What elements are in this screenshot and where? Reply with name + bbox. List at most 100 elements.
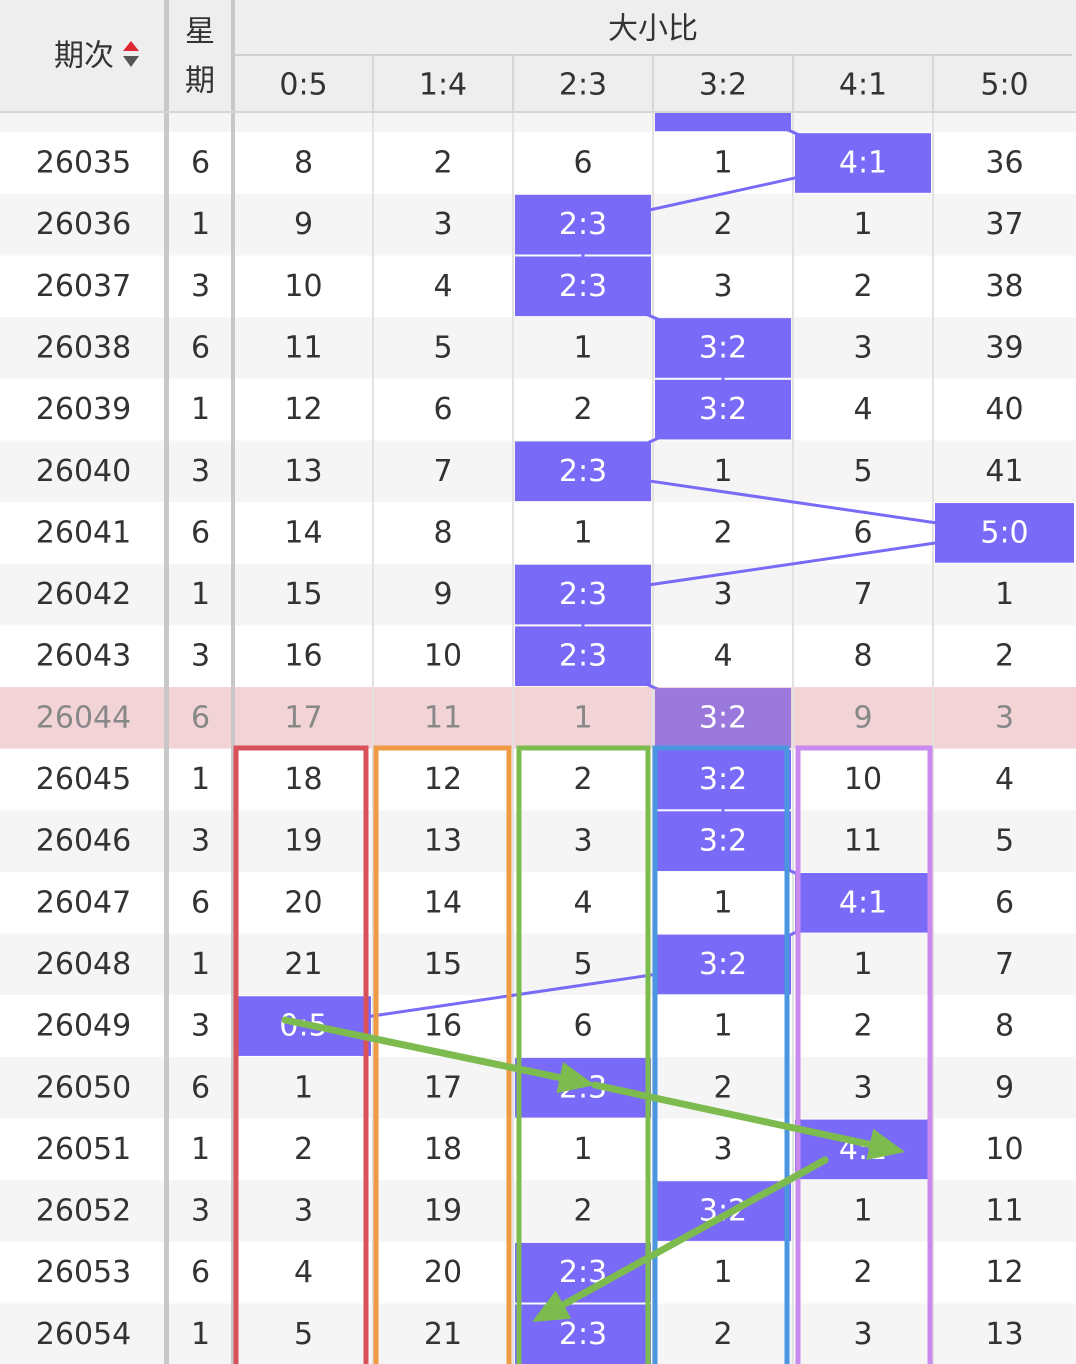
hit-cell: [795, 1119, 931, 1180]
arrow-shaft: [591, 1081, 874, 1148]
header-weekday: 期: [185, 64, 215, 99]
issue-number: 26041: [36, 515, 131, 550]
cell-value: 1: [713, 1009, 732, 1044]
hit-cell: [515, 194, 651, 255]
cell-value: 5: [433, 330, 452, 365]
hit-cell: [515, 256, 651, 317]
cell-value: 6: [573, 146, 592, 181]
cell-value: 8: [995, 1009, 1014, 1044]
cell-value: 3: [294, 1194, 313, 1229]
col-sep-thick: [164, 0, 169, 1364]
cell-value: 2: [573, 392, 592, 427]
cell-value: 1: [713, 1255, 732, 1290]
cell-value: 37: [985, 207, 1023, 242]
weekday: 1: [191, 947, 210, 982]
issue-number: 26037: [36, 269, 131, 304]
cell-value: 5: [995, 824, 1014, 859]
cell-value: 2:3: [559, 454, 607, 489]
cell-value: 4: [713, 639, 732, 674]
cell-value: 9: [433, 577, 452, 612]
row-bg: [0, 317, 1076, 379]
hit-cell: [655, 749, 791, 810]
issue-number: 26042: [36, 577, 131, 612]
issue-number: 26050: [36, 1070, 131, 1105]
cell-value: 3: [573, 824, 592, 859]
issue-number: 26049: [36, 1009, 131, 1044]
cell-value: 1: [713, 885, 732, 920]
cell-value: 1: [573, 700, 592, 735]
cell-value: 15: [284, 577, 322, 612]
cell-value: 12: [284, 392, 322, 427]
weekday: 6: [191, 146, 210, 181]
cell-value: 3: [713, 1132, 732, 1167]
weekday: 1: [191, 392, 210, 427]
hit-cell: [515, 1057, 651, 1118]
cell-value: 20: [284, 885, 322, 920]
column-frame: [233, 745, 369, 1364]
cell-value: 13: [985, 1317, 1023, 1352]
cell-value: 17: [284, 700, 322, 735]
cell-value: 41: [985, 454, 1023, 489]
cell-value: 1: [294, 1070, 313, 1105]
weekday: 1: [191, 762, 210, 797]
row-bg: [0, 810, 1076, 872]
header-column: 0:5: [279, 68, 327, 103]
cell-value: 3: [713, 577, 732, 612]
row-bg: [0, 1180, 1076, 1242]
cell-value: 16: [424, 1009, 462, 1044]
issue-number: 26040: [36, 454, 131, 489]
hit-cell: [655, 934, 791, 995]
cell-value: 19: [284, 824, 322, 859]
cell-value: 20: [424, 1255, 462, 1290]
issue-number: 26036: [36, 207, 131, 242]
issue-number: 26047: [36, 885, 131, 920]
cell-value: 3: [853, 1070, 872, 1105]
weekday: 1: [191, 577, 210, 612]
issue-number: 26038: [36, 330, 131, 365]
column-frame: [652, 745, 790, 1364]
cell-value: 2: [294, 1132, 313, 1167]
cell-value: 1: [713, 454, 732, 489]
cell-value: 16: [284, 639, 322, 674]
cell-value: 4: [294, 1255, 313, 1290]
cell-value: 2: [713, 515, 732, 550]
weekday: 6: [191, 1255, 210, 1290]
cell-value: 18: [284, 762, 322, 797]
header-column: 3:2: [699, 68, 747, 103]
hit-cell: [515, 564, 651, 625]
arrow-shaft: [281, 1016, 564, 1082]
weekday: 6: [191, 700, 210, 735]
hit-cell: [515, 1304, 651, 1364]
cell-value: 2: [713, 207, 732, 242]
cell-value: 4: [433, 269, 452, 304]
cell-value: 39: [985, 330, 1023, 365]
weekday: 6: [191, 330, 210, 365]
cell-value: 3:2: [699, 700, 747, 735]
cell-value: 2: [573, 762, 592, 797]
cell-value: 10: [424, 639, 462, 674]
header-group: 大小比: [608, 12, 698, 47]
cell-value: 36: [985, 146, 1023, 181]
row-bg: [0, 748, 1076, 811]
cell-value: 3:2: [699, 392, 747, 427]
cell-value: 6: [433, 392, 452, 427]
cell-value: 12: [424, 762, 462, 797]
cell-value: 5: [294, 1317, 313, 1352]
cell-value: 13: [284, 454, 322, 489]
weekday: 3: [191, 1009, 210, 1044]
cell-value: 3: [433, 207, 452, 242]
cell-value: 1: [995, 577, 1014, 612]
cell-value: 1: [573, 1132, 592, 1167]
row-bg: [0, 995, 1076, 1057]
cell-value: 7: [995, 947, 1014, 982]
cell-value: 4: [995, 762, 1014, 797]
cell-value: 3:2: [699, 824, 747, 859]
cell-value: 4: [573, 885, 592, 920]
weekday: 1: [191, 1132, 210, 1167]
cell-value: 2:3: [559, 639, 607, 674]
cell-value: 3:2: [699, 947, 747, 982]
cell-value: 17: [424, 1070, 462, 1105]
cell-value: 14: [424, 885, 462, 920]
weekday: 3: [191, 639, 210, 674]
